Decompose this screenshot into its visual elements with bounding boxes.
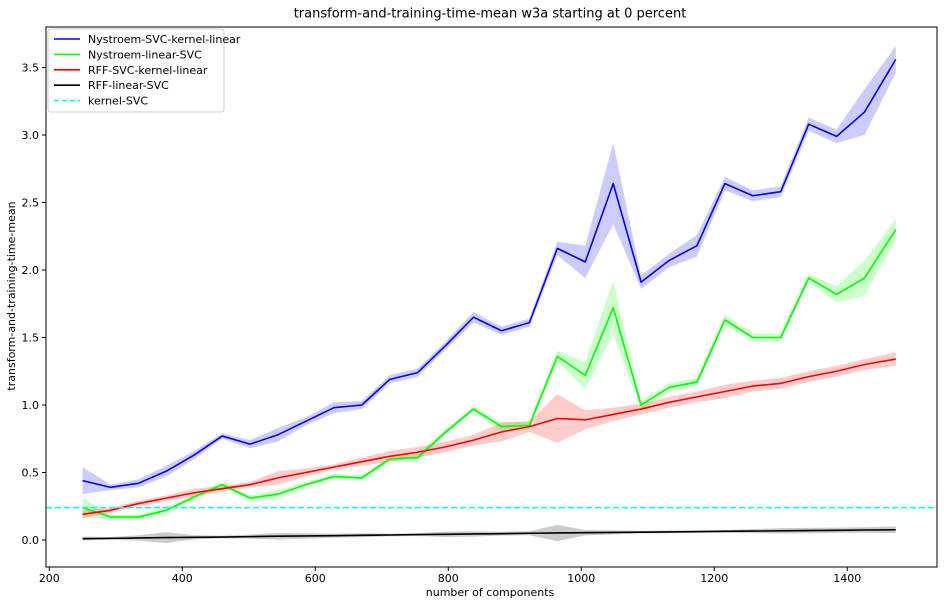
y-tick-label: 3.5 [22,62,40,75]
y-tick-label: 2.0 [22,264,40,277]
x-tick-label: 400 [172,572,193,585]
series-line-1 [82,229,897,518]
series-line-0 [82,58,897,489]
chart-title: transform-and-training-time-mean w3a sta… [294,7,687,22]
legend: Nystroem-SVC-kernel-linear Nystroem-linea… [47,28,241,113]
y-tick-label: 0.0 [22,534,40,547]
y-tick-label: 3.0 [22,129,40,142]
plot-area: 200 400 600 800 1000 1200 1400 0.0 0.5 1.0 1.5 2.0 2… [22,26,938,585]
y-tick-label: 2.5 [22,197,40,210]
legend-label: kernel-SVC [88,95,148,108]
y-axis-label: transform-and-training-time-mean [5,201,18,390]
legend-label: Nystroem-linear-SVC [88,48,202,61]
x-tick-label: 1000 [567,572,595,585]
x-tick-label: 200 [39,572,60,585]
series-line-3 [82,528,896,540]
x-tick-label: 600 [305,572,326,585]
y-tick-label: 1.5 [22,332,40,345]
x-tick-label: 1400 [833,572,861,585]
legend-box [47,28,225,113]
x-axis-label: number of components [426,586,555,599]
legend-label: Nystroem-SVC-kernel-linear [88,33,241,46]
series-line-2 [82,358,896,516]
plot-frame [45,26,938,568]
x-tick-label: 1200 [700,572,728,585]
legend-label: RFF-linear-SVC [88,79,169,92]
y-tick-label: 1.0 [22,399,40,412]
legend-label: RFF-SVC-kernel-linear [88,64,208,77]
y-tick-label: 0.5 [22,467,40,480]
x-tick-label: 800 [438,572,459,585]
